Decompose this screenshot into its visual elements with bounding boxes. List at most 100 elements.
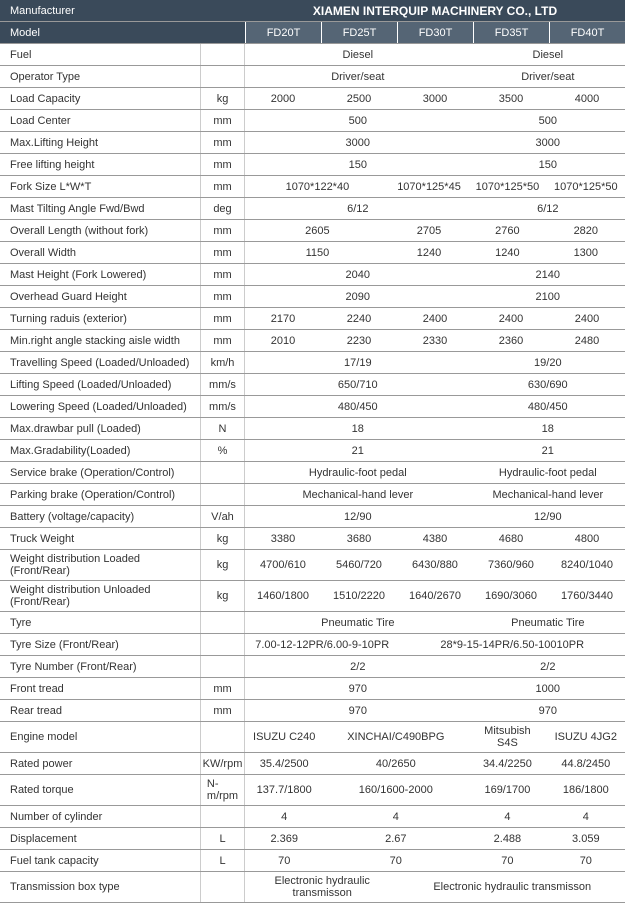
data-cell: 480/450 (471, 396, 625, 417)
row-label: Travelling Speed (Loaded/Unloaded) (0, 352, 200, 373)
data-cell: Mechanical-hand lever (245, 484, 471, 505)
row-unit: mm (200, 330, 245, 351)
row-data: Mechanical-hand leverMechanical-hand lev… (245, 484, 625, 505)
table-row: Tyre Number (Front/Rear) 2/22/2 (0, 656, 625, 678)
data-cell: 18 (245, 418, 471, 439)
data-cell: 2.369 (245, 828, 323, 849)
row-data: 1818 (245, 418, 625, 439)
table-row: Truck Weightkg33803680438046804800 (0, 528, 625, 550)
row-unit: mm/s (200, 396, 245, 417)
data-cell: 500 (245, 110, 471, 131)
data-cell: 4380 (397, 528, 473, 549)
row-label: Weight distribution Unloaded (Front/Rear… (0, 581, 200, 611)
data-cell: 12/90 (471, 506, 625, 527)
data-cell: 160/1600-2000 (323, 775, 468, 805)
row-unit (200, 722, 245, 752)
manufacturer-row: Manufacturer XIAMEN INTERQUIP MACHINERY … (0, 0, 625, 22)
row-data: 2/22/2 (245, 656, 625, 677)
manufacturer-label: Manufacturer (0, 0, 200, 21)
row-data: 20102230233023602480 (245, 330, 625, 351)
row-unit: mm (200, 242, 245, 263)
data-cell: 3500 (473, 88, 549, 109)
model-row: Model FD20TFD25TFD30TFD35TFD40T (0, 22, 625, 44)
data-cell: 1000 (471, 678, 625, 699)
table-row: Overall Widthmm1150124012401300 (0, 242, 625, 264)
data-cell: Mitsubish S4S (468, 722, 546, 752)
row-label: Mast Tilting Angle Fwd/Bwd (0, 198, 200, 219)
row-data: 970970 (245, 700, 625, 721)
row-label: Overhead Guard Height (0, 286, 200, 307)
table-row: Lowering Speed (Loaded/Unloaded)mm/s480/… (0, 396, 625, 418)
data-cell: Pneumatic Tire (471, 612, 625, 633)
table-row: Max.drawbar pull (Loaded)N1818 (0, 418, 625, 440)
row-data: DieselDiesel (245, 44, 625, 65)
data-cell: 2330 (397, 330, 473, 351)
row-label: Max.Gradability(Loaded) (0, 440, 200, 461)
data-cell: 4800 (549, 528, 625, 549)
data-cell: 70 (547, 850, 625, 871)
data-cell: 28*9-15-14PR/6.50-10010PR (399, 634, 625, 655)
data-cell: 34.4/2250 (468, 753, 546, 774)
data-cell: Driver/seat (471, 66, 625, 87)
row-data: 70707070 (245, 850, 625, 871)
row-data: Hydraulic-foot pedalHydraulic-foot pedal (245, 462, 625, 483)
row-data: 4700/6105460/7206430/8807360/9608240/104… (245, 550, 625, 580)
data-cell: XINCHAI/C490BPG (323, 722, 468, 752)
data-cell: 70 (323, 850, 468, 871)
data-cell: 44.8/2450 (547, 753, 625, 774)
data-cell: 2760 (468, 220, 546, 241)
row-label: Tyre Number (Front/Rear) (0, 656, 200, 677)
data-cell: 1640/2670 (397, 581, 473, 611)
table-row: Min.right angle stacking aisle widthmm20… (0, 330, 625, 352)
row-label: Battery (voltage/capacity) (0, 506, 200, 527)
row-label: Load Capacity (0, 88, 200, 109)
table-row: Lifting Speed (Loaded/Unloaded)mm/s650/7… (0, 374, 625, 396)
row-data: 4444 (245, 806, 625, 827)
data-cell: ISUZU C240 (245, 722, 323, 752)
row-unit: mm/s (200, 374, 245, 395)
row-data: 500500 (245, 110, 625, 131)
row-label: Parking brake (Operation/Control) (0, 484, 200, 505)
table-row: Weight distribution Unloaded (Front/Rear… (0, 581, 625, 612)
table-row: Mast Height (Fork Lowered)mm20402140 (0, 264, 625, 286)
row-unit: mm (200, 110, 245, 131)
data-cell: 4680 (473, 528, 549, 549)
row-unit (200, 484, 245, 505)
data-cell: 2000 (245, 88, 321, 109)
row-label: Number of cylinder (0, 806, 200, 827)
data-cell: Mechanical-hand lever (471, 484, 625, 505)
model-header-cell: FD30T (397, 22, 473, 43)
row-data: 20002500300035004000 (245, 88, 625, 109)
row-unit: L (200, 828, 245, 849)
row-label: Overall Length (without fork) (0, 220, 200, 241)
data-cell: 150 (245, 154, 471, 175)
model-header-cell: FD40T (549, 22, 625, 43)
data-cell: 1150 (245, 242, 390, 263)
row-label: Rated power (0, 753, 200, 774)
row-unit (200, 872, 245, 902)
data-cell: 2040 (245, 264, 471, 285)
row-data: 1070*122*401070*125*451070*125*501070*12… (245, 176, 625, 197)
row-label: Transmission box type (0, 872, 200, 902)
row-label: Tyre (0, 612, 200, 633)
data-cell: 70 (245, 850, 323, 871)
table-row: Front treadmm9701000 (0, 678, 625, 700)
data-cell: 500 (471, 110, 625, 131)
data-cell: 2230 (321, 330, 397, 351)
table-row: Load Centermm500500 (0, 110, 625, 132)
row-unit: % (200, 440, 245, 461)
row-data: 30003000 (245, 132, 625, 153)
data-cell: 630/690 (471, 374, 625, 395)
table-row: Battery (voltage/capacity)V/ah12/9012/90 (0, 506, 625, 528)
data-cell: 1070*125*45 (390, 176, 468, 197)
data-cell: 2.67 (323, 828, 468, 849)
table-row: DisplacementL2.3692.672.4883.059 (0, 828, 625, 850)
data-cell: 1460/1800 (245, 581, 321, 611)
data-cell: 2500 (321, 88, 397, 109)
row-data: Driver/seatDriver/seat (245, 66, 625, 87)
row-label: Operator Type (0, 66, 200, 87)
row-unit (200, 634, 245, 655)
row-unit: mm (200, 154, 245, 175)
data-cell: 1240 (468, 242, 546, 263)
data-cell: 2.488 (468, 828, 546, 849)
